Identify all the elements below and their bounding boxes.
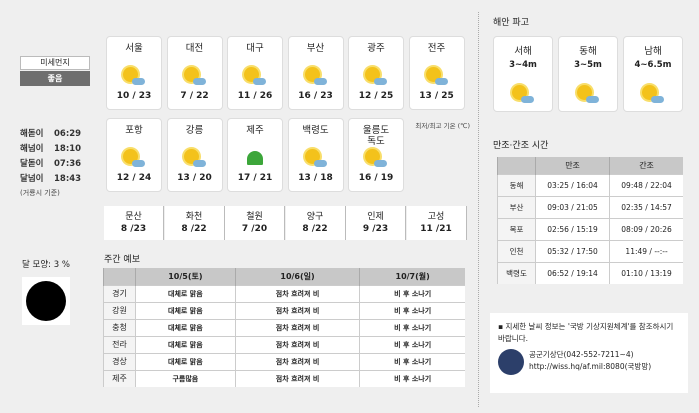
city-name: 백령도 — [302, 125, 329, 136]
city-card[interactable]: 울릉도 독도 16 / 19 — [348, 118, 404, 192]
fine-dust-value: 좋음 — [20, 71, 90, 86]
sun-cloud-icon — [365, 67, 387, 85]
sun-moon-row: 해돋이 06:29 — [20, 129, 82, 139]
city-card[interactable]: 대전 7 / 22 — [166, 36, 223, 110]
table-row: 부산 09:03 / 21:05 02:35 / 14:57 — [497, 195, 683, 218]
city-name: 대구 — [246, 43, 264, 54]
temp-note: 최저/최고 기온 (℃) — [415, 122, 470, 130]
wave-card: 서해 3~4m — [493, 36, 553, 112]
city-card[interactable]: 백령도 13 / 18 — [287, 118, 344, 192]
city-card[interactable]: 강릉 13 / 20 — [166, 118, 223, 192]
info-url[interactable]: http://wiss.hq/af.mil:8080(국방망) — [529, 362, 652, 371]
sun-moon-row: 달돋이 07:36 — [20, 159, 82, 169]
sun-cloud-icon — [304, 67, 327, 85]
city-card[interactable]: 제주 17 / 21 — [227, 118, 283, 192]
city-temp: 12 / 25 — [358, 91, 394, 101]
wave-card: 남해 4~6.5m — [623, 36, 683, 112]
sun-cloud-icon — [183, 67, 206, 85]
sun-cloud-icon — [123, 67, 145, 85]
city-name: 울릉도 독도 — [362, 125, 390, 147]
city-name: 포항 — [125, 125, 143, 136]
air-force-emblem-icon — [498, 349, 524, 375]
sun-cloud-icon — [123, 149, 145, 167]
small-city: 문산 8 /23 — [104, 206, 164, 240]
city-temp: 13 / 25 — [419, 91, 454, 101]
wave-card: 동해 3~5m — [558, 36, 618, 112]
small-city: 인제 9 /23 — [346, 206, 406, 240]
small-city: 양구 8 /22 — [285, 206, 346, 240]
city-name: 강릉 — [185, 125, 204, 136]
sun-cloud-icon — [244, 67, 266, 85]
city-card[interactable]: 대구 11 / 26 — [227, 36, 283, 110]
city-temp: 12 / 24 — [116, 173, 152, 183]
info-box: ▪ 지세한 날씨 정보는 '국방 기상지원체계'를 참조하시기 바랍니다. 공군… — [490, 313, 688, 393]
sun-cloud-icon — [425, 67, 448, 85]
city-name: 부산 — [306, 43, 325, 54]
sun-note: (거룡시 기준) — [20, 189, 60, 197]
city-temp: 11 / 26 — [237, 91, 273, 101]
city-temp: 13 / 20 — [177, 173, 212, 183]
city-card[interactable]: 전주 13 / 25 — [408, 36, 465, 110]
city-card[interactable]: 부산 16 / 23 — [287, 36, 344, 110]
table-row: 인천 05:32 / 17:50 11:49 / --:-- — [497, 239, 683, 262]
sun-moon-row: 해넘이 18:10 — [20, 144, 82, 154]
city-name: 서울 — [125, 43, 143, 54]
table-header: 만조 간조 — [497, 157, 683, 174]
sun-moon-row: 달넘이 18:43 — [20, 174, 82, 184]
city-name: 광주 — [367, 43, 385, 54]
small-city: 고성 11 /21 — [406, 206, 467, 240]
small-city: 화천 8 /22 — [164, 206, 225, 240]
city-temp: 16 / 23 — [298, 91, 333, 101]
tide-table: 만조 간조 동해 03:25 / 16:04 09:48 / 22:04 부산 09:03 … — [497, 157, 683, 284]
small-city: 철원 7 /20 — [225, 206, 285, 240]
city-card[interactable]: 광주 12 / 25 — [348, 36, 404, 110]
divider — [478, 12, 479, 407]
sun-cloud-rain-icon — [365, 149, 387, 167]
city-temp: 7 / 22 — [180, 91, 209, 101]
sun-cloud-icon — [304, 149, 327, 167]
sun-cloud-icon — [577, 85, 599, 103]
weekly-title: 주간 예보 — [104, 255, 140, 265]
table-row: 목포 02:56 / 15:19 08:09 / 20:26 — [497, 217, 683, 240]
table-header: 10/5(토) 10/6(일) 10/7(월) — [103, 268, 465, 285]
city-card[interactable]: 서울 10 / 23 — [106, 36, 162, 110]
umbrella-icon — [244, 149, 266, 167]
info-text: ▪ 지세한 날씨 정보는 '국방 기상지원체계'를 참조하시기 바랍니다. — [498, 322, 674, 343]
city-name: 제주 — [246, 125, 264, 136]
moon-phase-label: 달 모양: 3 % — [22, 260, 70, 270]
city-name: 전주 — [427, 43, 446, 54]
moon-panel — [22, 277, 70, 325]
city-temp: 17 / 21 — [237, 173, 273, 183]
fine-dust-label: 미세먼지 — [20, 56, 90, 70]
table-row: 동해 03:25 / 16:04 09:48 / 22:04 — [497, 173, 683, 196]
city-card[interactable]: 포항 12 / 24 — [106, 118, 162, 192]
info-phone: 공군기상단(042-552-7211~4) — [529, 350, 634, 359]
city-temp: 13 / 18 — [298, 173, 333, 183]
tide-title: 만조·간조 시간 — [493, 141, 549, 151]
city-temp: 10 / 23 — [116, 91, 152, 101]
sun-cloud-icon — [512, 85, 534, 103]
sun-cloud-icon — [642, 85, 664, 103]
sun-cloud-icon — [183, 149, 206, 167]
city-temp: 16 / 19 — [358, 173, 394, 183]
waves-title: 해안 파고 — [493, 18, 529, 28]
moon-icon — [26, 281, 66, 321]
city-name: 대전 — [185, 43, 204, 54]
table-row: 백령도 06:52 / 19:14 01:10 / 13:19 — [497, 261, 683, 284]
